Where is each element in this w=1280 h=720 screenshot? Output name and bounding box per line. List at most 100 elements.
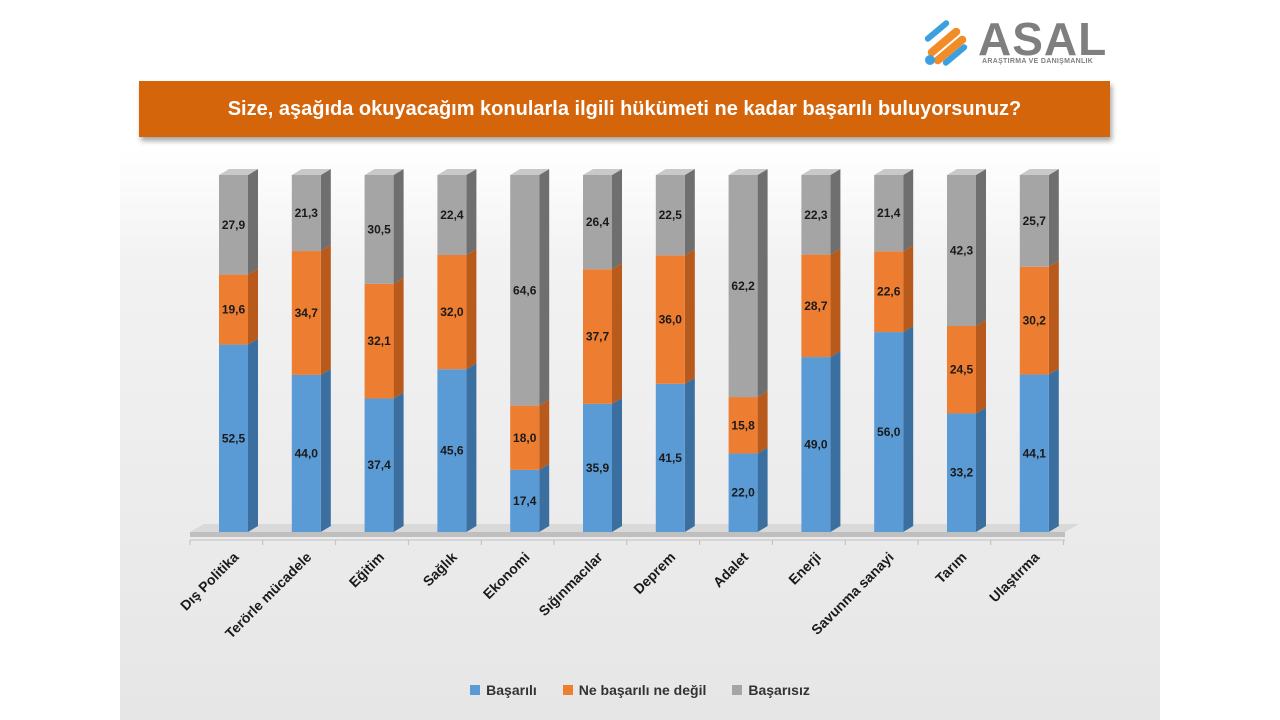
bar-basarisiz xyxy=(1019,175,1049,267)
data-label-basarisiz: 42,3 xyxy=(950,244,974,258)
bar-side-basarili xyxy=(320,368,331,532)
bar-basarili xyxy=(1019,374,1049,532)
data-label-ne: 34,7 xyxy=(295,306,319,320)
data-label-basarili: 33,2 xyxy=(950,466,974,480)
bar-basarisiz xyxy=(728,175,758,398)
bar-side-ne xyxy=(1048,260,1059,375)
bar-side-ne xyxy=(248,268,258,345)
logo-wordmark: ASAL xyxy=(978,13,1108,65)
chart-title: Size, aşağıda okuyacağım konularla ilgil… xyxy=(227,97,1022,120)
bar-side-basarisiz xyxy=(830,169,841,255)
legend-swatch-icon xyxy=(562,685,573,695)
bar-side-basarili xyxy=(248,338,258,532)
bar-ne xyxy=(583,269,612,404)
data-label-ne: 28,7 xyxy=(804,299,828,313)
legend-swatch-icon xyxy=(732,685,743,695)
bar-side-basarisiz xyxy=(612,169,622,270)
category-label: Enerji xyxy=(785,549,824,588)
data-label-basarili: 22,0 xyxy=(731,486,755,500)
data-label-basarisiz: 22,5 xyxy=(659,208,683,222)
bar-ne xyxy=(801,254,831,358)
bar-ne xyxy=(291,251,321,375)
bar-basarili xyxy=(874,332,904,532)
data-label-ne: 22,6 xyxy=(877,285,901,299)
bar-side-basarili xyxy=(976,407,986,532)
bar-side-basarili xyxy=(1048,368,1059,532)
bar-ne xyxy=(947,326,976,414)
category-label: Sağlık xyxy=(420,549,461,590)
bar-ne xyxy=(364,283,394,399)
bar-basarili xyxy=(801,357,831,532)
bar-top-cap xyxy=(510,169,550,175)
bar-side-ne xyxy=(976,320,986,414)
category-label: Tarım xyxy=(932,549,970,587)
data-label-ne: 32,0 xyxy=(440,305,464,319)
data-label-basarisiz: 22,4 xyxy=(440,208,464,222)
data-label-ne: 36,0 xyxy=(659,313,683,327)
bar-side-basarisiz xyxy=(466,169,477,255)
bar-top-cap xyxy=(583,169,622,175)
data-label-ne: 18,0 xyxy=(513,431,537,445)
bar-side-basarisiz xyxy=(393,169,404,284)
bar-basarisiz xyxy=(655,175,685,256)
data-label-basarili: 49,0 xyxy=(804,438,828,452)
category-label: Eğitim xyxy=(346,549,388,591)
bar-side-basarisiz xyxy=(757,169,768,398)
bar-basarisiz xyxy=(583,175,612,270)
legend-item: Başarılı xyxy=(470,680,537,700)
asal-logo-mark-icon xyxy=(924,20,968,66)
category-label: Sığınmacılar xyxy=(535,548,606,619)
legend-label: Ne başarılı ne değil xyxy=(578,682,707,698)
data-label-basarisiz: 26,4 xyxy=(586,215,610,229)
bar-side-basarisiz xyxy=(1048,169,1059,267)
bar-basarisiz xyxy=(947,175,976,327)
bar-side-basarili xyxy=(466,363,477,532)
legend-item: Ne başarılı ne değil xyxy=(562,680,707,700)
bar-basarisiz xyxy=(510,175,540,406)
asal-logo: ASAL ARAŞTIRMA VE DANIŞMANLIK xyxy=(920,13,1120,72)
data-label-basarisiz: 30,5 xyxy=(367,222,391,236)
legend-label: Başarılı xyxy=(486,682,537,698)
bar-side-ne xyxy=(320,245,331,375)
bar-ne xyxy=(219,274,248,345)
bar-basarili xyxy=(364,398,394,532)
data-label-basarisiz: 25,7 xyxy=(1023,214,1047,228)
data-label-ne: 32,1 xyxy=(367,334,391,348)
bar-basarili xyxy=(510,469,540,532)
bar-top-cap xyxy=(947,169,986,175)
bar-basarisiz xyxy=(219,175,248,275)
bar-ne xyxy=(655,255,685,384)
bar-side-ne xyxy=(393,277,404,399)
bar-top-cap xyxy=(728,169,768,175)
bar-side-ne xyxy=(830,248,841,358)
bar-side-ne xyxy=(903,245,914,333)
bar-side-basarili xyxy=(830,351,841,532)
bar-basarili xyxy=(728,453,758,532)
chart-floor-edge xyxy=(190,532,1065,537)
chart-floor xyxy=(190,524,1079,532)
bar-top-cap xyxy=(801,169,841,175)
data-label-basarisiz: 27,9 xyxy=(222,218,246,232)
bar-side-ne xyxy=(466,248,477,370)
data-label-ne: 37,7 xyxy=(586,330,610,344)
bar-ne xyxy=(510,405,540,470)
data-label-ne: 24,5 xyxy=(950,363,974,377)
bar-side-ne xyxy=(684,249,695,384)
bar-basarili xyxy=(655,383,685,532)
legend-label: Başarısız xyxy=(748,682,810,698)
bar-basarili xyxy=(291,374,321,532)
legend-swatch-icon xyxy=(470,685,481,695)
bar-basarili xyxy=(947,413,976,532)
title-banner: Size, aşağıda okuyacağım konularla ilgil… xyxy=(139,81,1110,137)
data-label-ne: 30,2 xyxy=(1023,314,1047,328)
bar-basarisiz xyxy=(437,175,467,255)
data-label-basarisiz: 21,4 xyxy=(877,206,901,220)
data-label-ne: 15,8 xyxy=(731,418,755,432)
category-label: Deprem xyxy=(630,549,678,597)
data-label-basarisiz: 21,3 xyxy=(295,206,319,220)
data-label-basarisiz: 22,3 xyxy=(804,208,828,222)
bar-side-basarili xyxy=(903,326,914,532)
bar-top-cap xyxy=(219,169,258,175)
bar-top-cap xyxy=(364,169,404,175)
bar-side-basarisiz xyxy=(976,169,986,327)
